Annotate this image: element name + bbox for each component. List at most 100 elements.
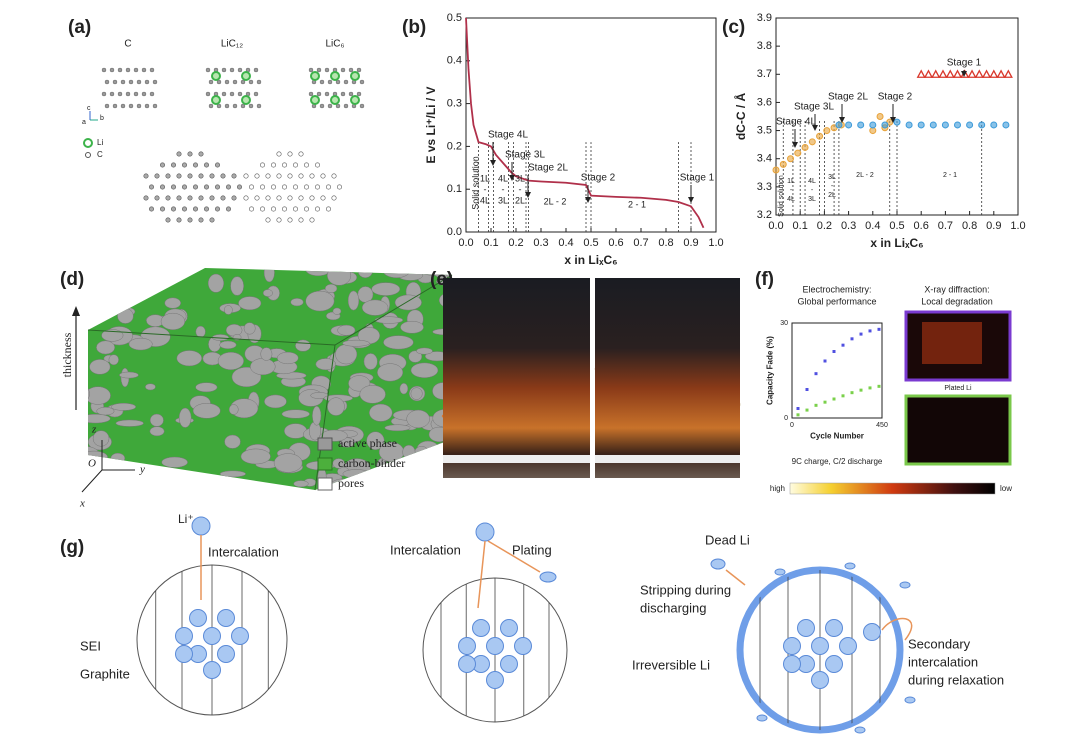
region-label: 1L	[787, 178, 795, 185]
xrd-map	[904, 394, 1012, 466]
atom	[320, 173, 326, 179]
particle	[327, 397, 345, 416]
particle	[347, 290, 360, 311]
region-label: 1L	[480, 173, 490, 183]
particle	[225, 324, 243, 337]
current-collector	[443, 455, 590, 463]
point	[841, 343, 845, 347]
y-tick-label: 3.6	[757, 96, 772, 108]
arrow-head	[890, 117, 896, 123]
atom	[324, 67, 330, 73]
region-label: -	[502, 184, 505, 194]
particle	[363, 477, 383, 488]
point	[916, 69, 926, 78]
point	[938, 69, 948, 78]
atom	[176, 151, 182, 157]
atom	[303, 162, 309, 168]
particle	[410, 362, 439, 378]
atom	[209, 195, 215, 201]
atom	[208, 103, 214, 109]
particle	[119, 371, 139, 379]
atom	[356, 67, 362, 73]
atom	[270, 184, 276, 190]
atom	[249, 206, 255, 212]
particle	[195, 382, 218, 393]
arrow-head	[509, 175, 515, 181]
li-in-graphite	[189, 609, 207, 627]
li-atom	[211, 95, 221, 105]
point	[869, 127, 877, 135]
atom	[220, 173, 226, 179]
atom	[109, 91, 115, 97]
li-in-graphite	[825, 619, 843, 637]
particle	[223, 305, 233, 315]
particle	[359, 385, 386, 404]
particle	[361, 299, 389, 316]
particle	[128, 337, 153, 351]
x-tick-label: 1.0	[708, 237, 723, 249]
li-atom	[310, 71, 320, 81]
dead-li	[774, 568, 786, 576]
point	[881, 121, 889, 129]
x-tick-label: 0.1	[483, 237, 498, 249]
atom	[204, 206, 210, 212]
li-atom	[211, 71, 221, 81]
point	[796, 413, 800, 417]
atom	[171, 184, 177, 190]
atom	[226, 206, 232, 212]
dead-li	[844, 562, 856, 570]
region-label: 4L	[787, 196, 795, 203]
atom	[160, 184, 166, 190]
arrow	[477, 540, 486, 609]
atom	[231, 173, 237, 179]
particle	[97, 268, 120, 271]
atom	[256, 79, 262, 85]
particle	[382, 268, 411, 279]
y-tick-label: 3.4	[757, 153, 772, 165]
particle	[399, 383, 409, 395]
region-label: 4L	[498, 173, 508, 183]
atom	[133, 67, 139, 73]
atom	[303, 184, 309, 190]
atom	[276, 195, 282, 201]
li-in-graphite	[217, 645, 235, 663]
li-in-graphite	[486, 671, 504, 689]
region-label: 3L	[828, 174, 836, 181]
atom	[309, 173, 315, 179]
particle	[377, 363, 404, 382]
annotation: Stage 4L	[776, 117, 816, 128]
particle	[337, 324, 356, 336]
particle	[378, 467, 407, 484]
particle	[145, 383, 156, 391]
particle	[105, 286, 116, 294]
x-tick-label: 0.8	[962, 220, 977, 232]
particle	[95, 268, 107, 283]
annotation: Stage 2L	[828, 92, 868, 103]
y-tick-label: 3.7	[757, 68, 772, 80]
atom	[152, 103, 158, 109]
atom	[133, 91, 139, 97]
atom	[198, 195, 204, 201]
atom	[308, 67, 314, 73]
particle	[224, 434, 241, 449]
point	[923, 69, 934, 78]
particle	[315, 358, 336, 371]
point	[967, 69, 977, 78]
atom	[265, 217, 271, 223]
li-in-graphite	[203, 661, 221, 679]
atom	[265, 173, 271, 179]
particle	[145, 268, 165, 280]
atom	[117, 67, 123, 73]
point	[954, 121, 961, 129]
x-tick-label: 0.3	[841, 220, 856, 232]
atom	[229, 91, 235, 97]
particle	[161, 456, 188, 468]
particle	[264, 394, 287, 409]
header: Local degradation	[921, 296, 993, 306]
arrow-head	[688, 197, 694, 203]
atom	[136, 103, 142, 109]
point	[816, 132, 824, 140]
particle	[156, 477, 186, 490]
atom	[120, 79, 126, 85]
atom	[193, 184, 199, 190]
